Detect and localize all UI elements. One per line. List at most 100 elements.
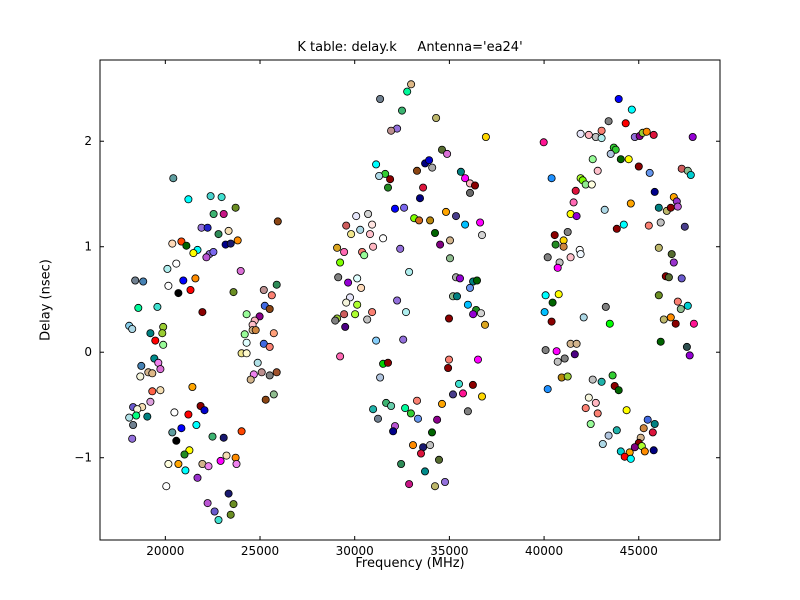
- data-point: [547, 317, 556, 326]
- data-point: [347, 230, 356, 239]
- data-point: [273, 217, 282, 226]
- data-point: [393, 296, 402, 305]
- data-point: [209, 209, 218, 218]
- data-point: [444, 363, 453, 372]
- data-point: [605, 319, 614, 328]
- data-point: [576, 129, 585, 138]
- data-point: [257, 368, 266, 377]
- data-point: [169, 174, 178, 183]
- data-point: [192, 420, 201, 429]
- data-point: [232, 459, 241, 468]
- data-point: [433, 415, 442, 424]
- data-point: [473, 355, 482, 364]
- data-point: [619, 220, 628, 229]
- data-point: [334, 273, 343, 282]
- data-point: [481, 132, 490, 141]
- data-point: [587, 180, 596, 189]
- data-point: [420, 467, 429, 476]
- data-point: [333, 243, 342, 252]
- data-point: [458, 389, 467, 398]
- data-point: [468, 380, 477, 389]
- data-point: [163, 264, 172, 273]
- data-point: [671, 319, 680, 328]
- data-point: [182, 241, 191, 250]
- data-point: [336, 258, 345, 267]
- data-point: [543, 253, 552, 262]
- data-point: [397, 106, 406, 115]
- data-point: [626, 454, 635, 463]
- data-point: [683, 301, 692, 310]
- data-point: [251, 326, 260, 335]
- data-point: [593, 409, 602, 418]
- data-point: [654, 243, 663, 252]
- data-point: [650, 187, 659, 196]
- data-point: [563, 372, 572, 381]
- data-point: [188, 382, 197, 391]
- data-point: [206, 192, 215, 201]
- data-point: [614, 95, 623, 104]
- data-point: [170, 408, 179, 417]
- data-point: [413, 414, 422, 423]
- y-axis-label: Delay (nsec): [38, 259, 54, 341]
- data-point: [344, 278, 353, 287]
- data-point: [597, 126, 606, 135]
- data-point: [372, 336, 381, 345]
- data-point: [168, 428, 177, 437]
- data-point: [151, 336, 160, 345]
- data-point: [226, 510, 235, 519]
- data-point: [352, 212, 361, 221]
- data-point: [269, 390, 278, 399]
- x-tick-label: 45000: [620, 544, 658, 558]
- data-point: [198, 308, 207, 317]
- data-point: [664, 273, 673, 282]
- data-point: [685, 351, 694, 360]
- data-point: [415, 194, 424, 203]
- scatter-points: [125, 80, 698, 525]
- data-point: [353, 300, 362, 309]
- data-point: [606, 149, 615, 158]
- data-point: [265, 342, 274, 351]
- data-point: [210, 507, 219, 516]
- data-point: [682, 342, 691, 351]
- data-point: [390, 204, 399, 213]
- data-point: [566, 253, 575, 262]
- data-point: [403, 87, 412, 96]
- data-point: [415, 216, 424, 225]
- data-point: [209, 247, 218, 256]
- data-point: [387, 401, 396, 410]
- data-point: [436, 240, 445, 249]
- data-point: [643, 415, 652, 424]
- data-point: [419, 183, 428, 192]
- data-point: [445, 254, 454, 263]
- data-point: [246, 375, 255, 384]
- data-point: [570, 350, 579, 359]
- data-point: [399, 335, 408, 344]
- data-point: [552, 347, 561, 356]
- data-point: [553, 263, 562, 272]
- data-point: [541, 291, 550, 300]
- data-point: [465, 283, 474, 292]
- data-point: [425, 156, 434, 165]
- data-point: [614, 386, 623, 395]
- data-point: [158, 329, 167, 338]
- data-point: [654, 291, 663, 300]
- data-point: [156, 365, 165, 374]
- data-point: [217, 193, 226, 202]
- data-point: [229, 500, 238, 509]
- data-point: [265, 304, 274, 313]
- data-point: [136, 372, 145, 381]
- data-point: [373, 414, 382, 423]
- data-point: [673, 297, 682, 306]
- data-point: [125, 413, 134, 422]
- data-point: [593, 166, 602, 175]
- data-point: [376, 95, 385, 104]
- data-point: [401, 404, 410, 413]
- data-point: [272, 368, 281, 377]
- data-point: [405, 267, 414, 276]
- data-point: [153, 302, 162, 311]
- data-point: [426, 216, 435, 225]
- data-point: [336, 352, 345, 361]
- data-point: [480, 320, 489, 329]
- data-point: [342, 298, 351, 307]
- data-point: [172, 436, 181, 445]
